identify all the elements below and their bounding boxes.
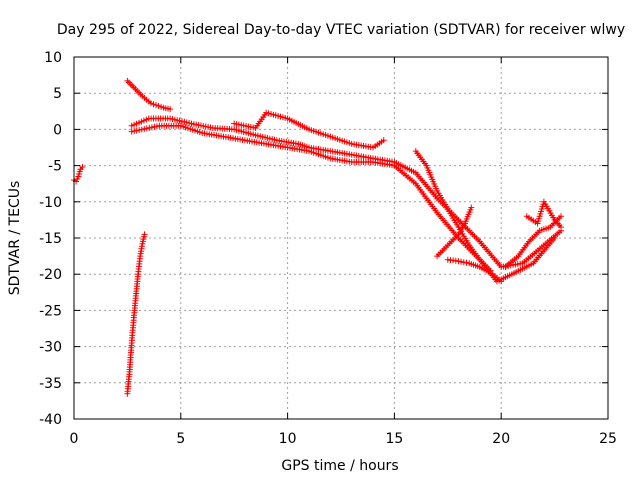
series-upper-branch [231, 109, 387, 151]
y-tick-label: 5 [53, 86, 62, 102]
series-right-branch-e [523, 198, 564, 231]
series-decay-track [124, 77, 174, 113]
series-markers [124, 231, 148, 397]
x-tick-label: 5 [176, 431, 185, 447]
series-right-branch-d [502, 213, 564, 270]
series-markers [71, 164, 86, 185]
x-tick-label: 25 [599, 431, 617, 447]
series-markers [523, 198, 564, 231]
y-tick-label: -5 [48, 159, 62, 175]
y-tick-label: -40 [39, 412, 62, 428]
series-right-branch-a [412, 148, 494, 274]
series-markers [434, 204, 475, 260]
series-markers [128, 122, 558, 285]
series-right-branch-b [444, 256, 505, 285]
series-markers [412, 148, 494, 274]
y-tick-label: 0 [53, 122, 62, 138]
x-tick-label: 10 [279, 431, 297, 447]
data-series [71, 77, 564, 397]
series-markers [128, 115, 564, 270]
y-tick-label: -15 [39, 231, 62, 247]
y-axis-ticks: 10 5 0 -5 -10 -15 -20 -25 -30 -35 -40 [39, 50, 608, 428]
y-tick-label: -20 [39, 267, 62, 283]
y-tick-label: -35 [39, 376, 62, 392]
x-axis-ticks: 0 5 10 15 20 25 [70, 57, 617, 447]
x-tick-label: 20 [492, 431, 510, 447]
series-right-branch-c [434, 204, 475, 260]
x-tick-label: 0 [70, 431, 79, 447]
y-tick-label: -30 [39, 340, 62, 356]
series-markers [444, 256, 505, 285]
y-tick-label: -10 [39, 195, 62, 211]
grid [74, 57, 608, 419]
y-tick-label: -25 [39, 303, 62, 319]
series-markers [231, 109, 387, 151]
y-axis-label: SDTVAR / TECUs [7, 181, 23, 296]
x-tick-label: 15 [385, 431, 403, 447]
series-early-short-track [71, 164, 86, 185]
series-markers [124, 77, 174, 113]
chart-title: Day 295 of 2022, Sidereal Day-to-day VTE… [57, 22, 625, 38]
series-rising-track [124, 231, 148, 397]
series-line [130, 117, 562, 268]
series-main-band-a [128, 115, 564, 270]
x-axis-label: GPS time / hours [281, 458, 398, 474]
y-tick-label: 10 [44, 50, 62, 66]
